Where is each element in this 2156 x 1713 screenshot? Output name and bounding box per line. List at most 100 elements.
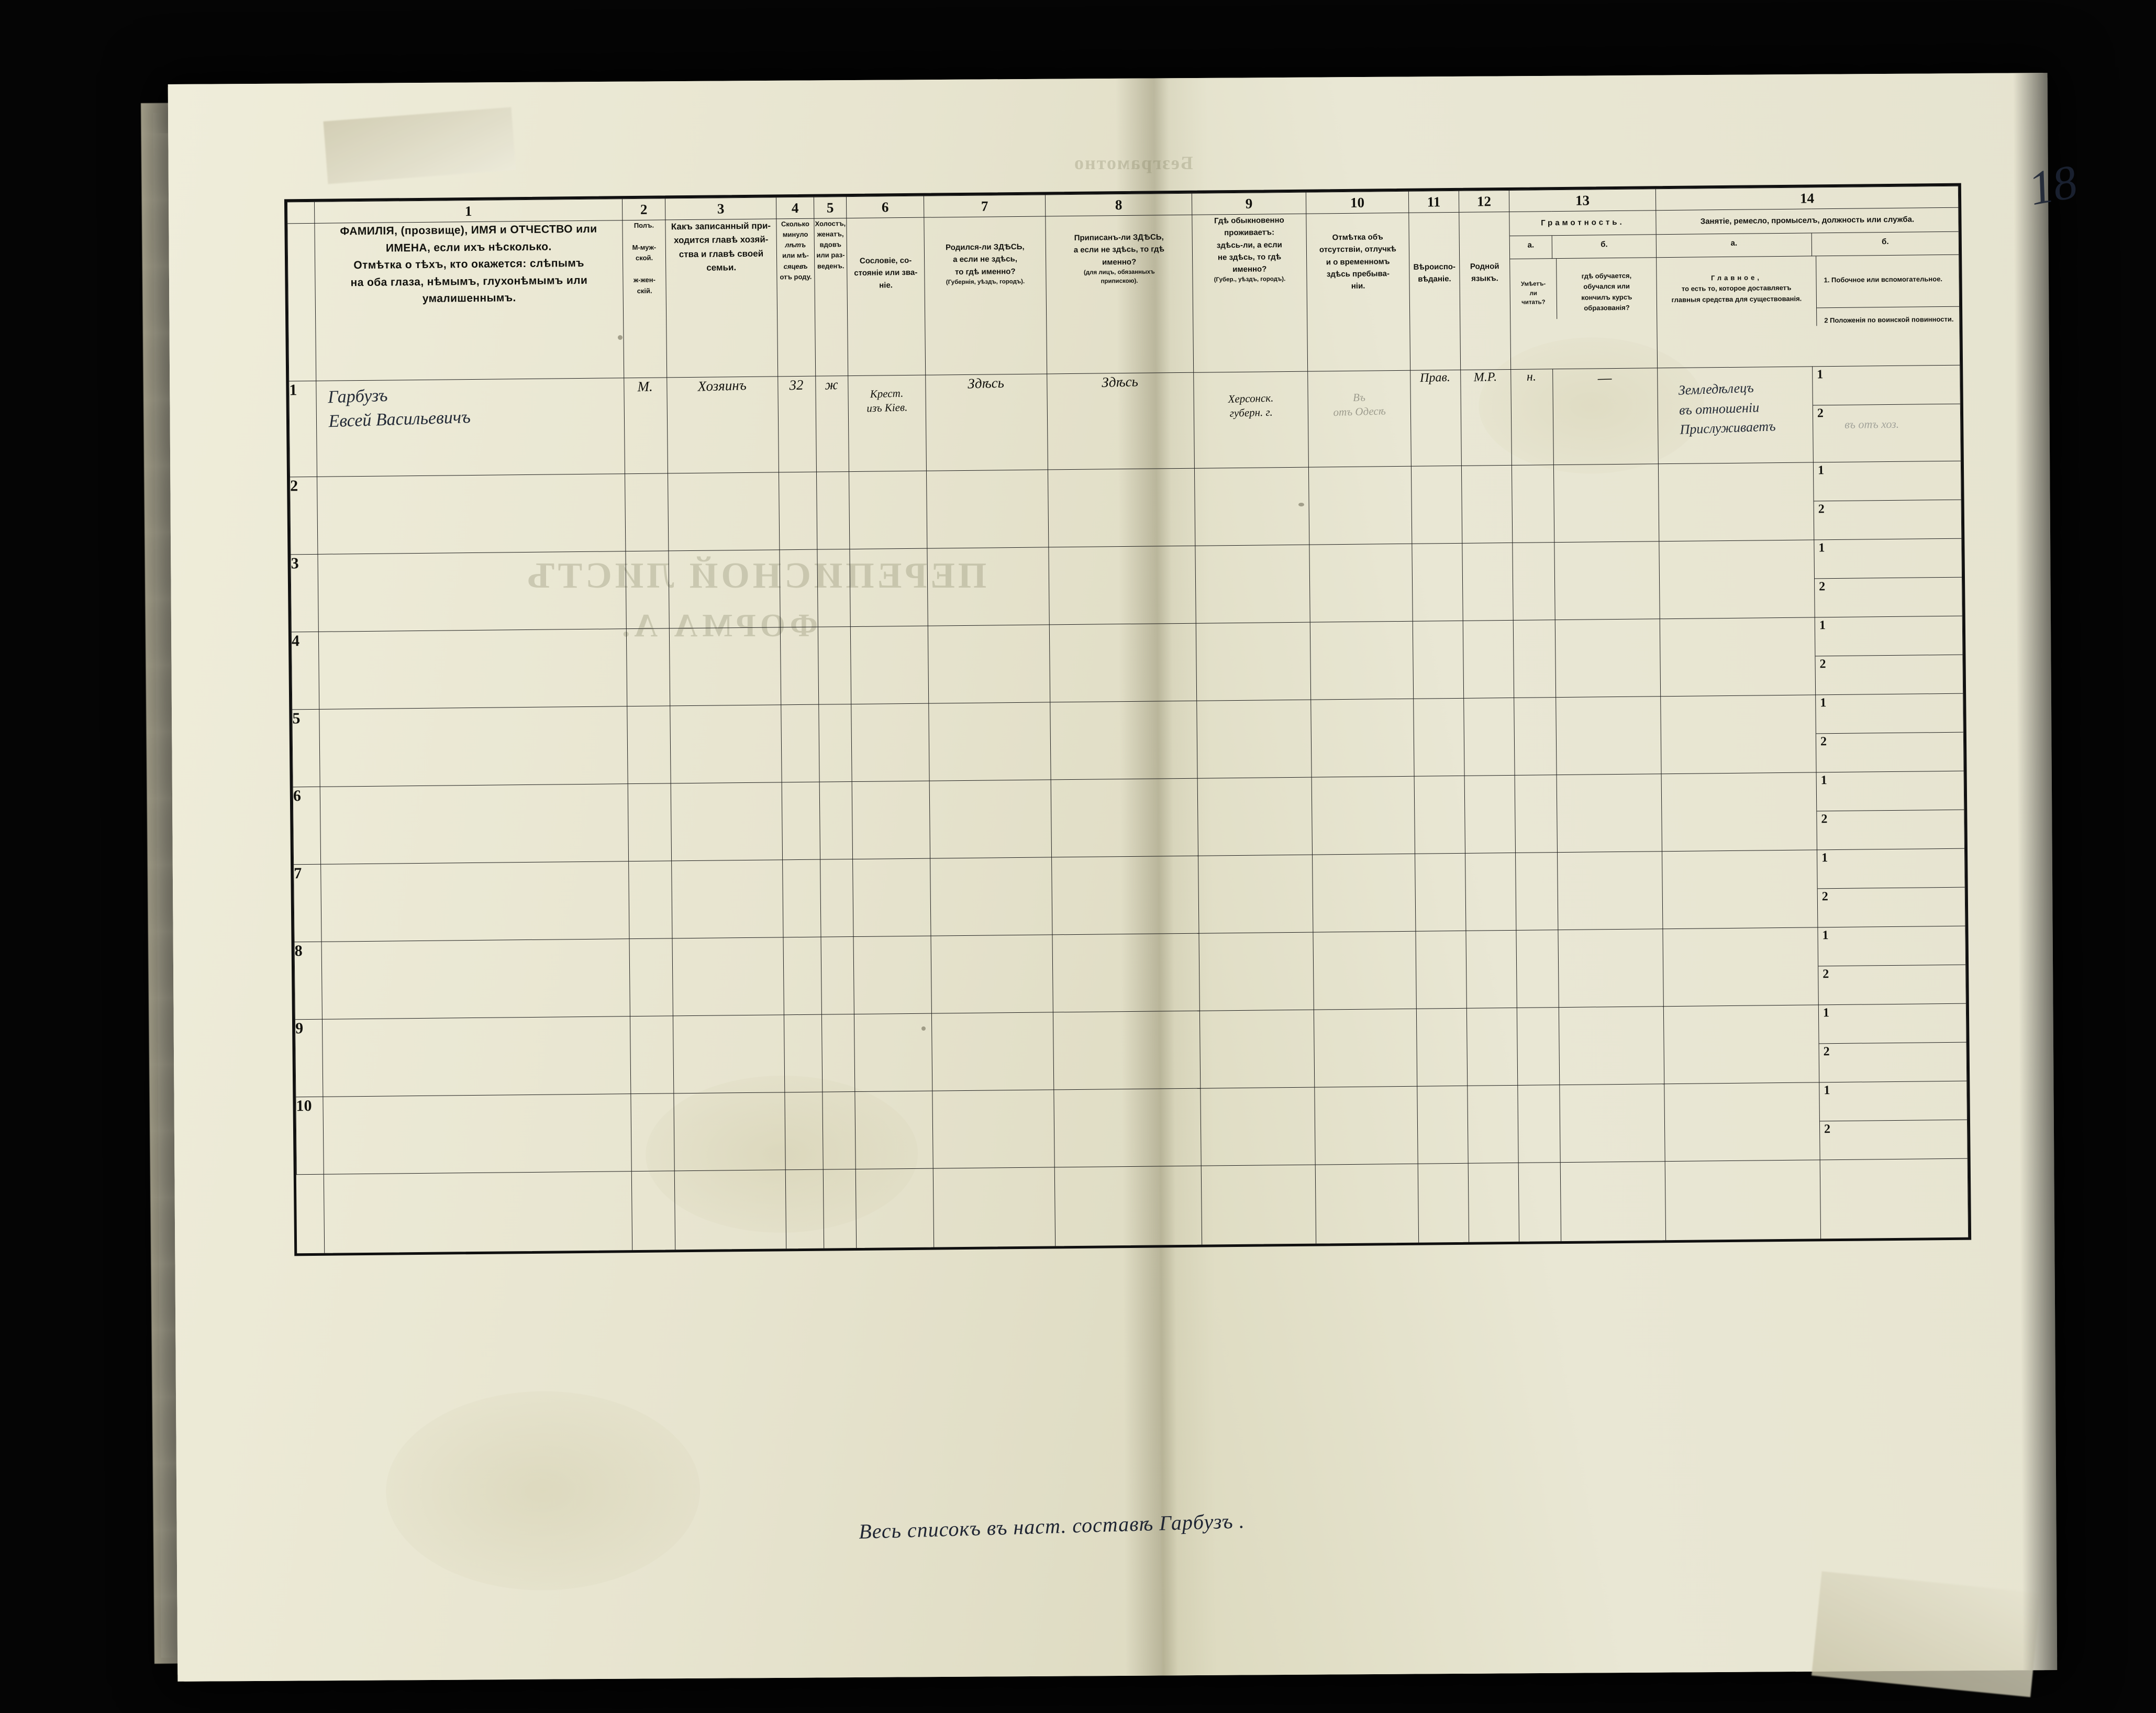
cell-col-9[interactable]: Херсонск. губерн. г. (1193, 370, 1309, 470)
cell-col-13b[interactable] (1557, 851, 1663, 930)
cell-col-14b-sub-2[interactable]: 2 (1820, 1120, 1968, 1160)
cell-col-14a[interactable] (1664, 1082, 1820, 1162)
cell-col-14b[interactable]: 1 2 (1815, 693, 1964, 772)
cell-col-5[interactable] (820, 859, 853, 937)
cell-col-8[interactable] (1053, 1088, 1202, 1167)
cell-col-2[interactable] (630, 1093, 675, 1172)
cell-col-11[interactable] (1415, 853, 1466, 932)
cell-col-12[interactable] (1465, 930, 1517, 1009)
cell-col-2[interactable] (627, 705, 671, 784)
cell-col-9[interactable] (1198, 855, 1313, 934)
cell-col-4[interactable] (779, 472, 817, 550)
cell-col-10[interactable] (1312, 776, 1415, 855)
cell-col-3[interactable] (673, 1014, 785, 1093)
cell-col-3[interactable] (671, 859, 784, 938)
cell-col-5[interactable] (821, 1014, 855, 1092)
cell-col-14b-sub-1[interactable]: 1 (1818, 926, 1966, 967)
cell-col-7[interactable] (927, 547, 1050, 626)
cell-col-11[interactable]: Прав. (1409, 369, 1463, 467)
cell-col-6[interactable] (851, 703, 930, 782)
cell-col-13b[interactable] (1553, 463, 1659, 543)
cell-col-14b[interactable]: 1. Побочное или вспомогательное. 1 2 въ … (1812, 365, 1961, 462)
cell-col-14b-sub-1[interactable]: 1 (1817, 848, 1965, 889)
cell-col-4[interactable] (784, 1092, 824, 1170)
cell-col-5[interactable] (822, 1091, 856, 1170)
cell-col-4[interactable] (782, 859, 821, 937)
cell-col-14a[interactable] (1658, 462, 1814, 541)
cell-col-14b-sub-1[interactable]: 1 (1818, 1003, 1966, 1044)
cell-col-14a[interactable] (1660, 694, 1817, 774)
cell-col-5[interactable] (818, 704, 852, 782)
cell-col-10[interactable]: Въ отъ Одесѣ (1307, 369, 1412, 468)
cell-col-14b[interactable]: 1 2 (1819, 1081, 1968, 1160)
cell-col-12[interactable] (1463, 698, 1515, 776)
cell-col-7[interactable] (930, 857, 1052, 936)
cell-col-9[interactable] (1197, 777, 1313, 856)
cell-col-14b[interactable]: 1 2 (1817, 926, 1966, 1005)
cell-col-14b-sub-1[interactable]: 1 (1819, 1081, 1967, 1122)
cell-col-3[interactable]: Хозяинъ (666, 375, 780, 474)
cell-col-14b-sub-2[interactable]: 2 (1817, 810, 1964, 850)
cell-col-10[interactable] (1309, 544, 1413, 623)
cell-col-3[interactable] (670, 704, 782, 783)
cell-col-1[interactable] (322, 1016, 631, 1097)
cell-col-7[interactable] (929, 779, 1052, 859)
cell-col-12[interactable] (1465, 853, 1516, 931)
cell-col-8[interactable] (1050, 701, 1198, 780)
cell-col-8[interactable] (1051, 778, 1198, 857)
cell-col-13b[interactable] (1559, 1084, 1665, 1163)
cell-col-4[interactable] (780, 627, 819, 705)
cell-col-14b-sub-2[interactable]: 2 (1814, 500, 1962, 540)
cell-col-3[interactable] (668, 549, 781, 628)
cell-col-14a[interactable]: Земледѣлецъ въ отношенiи Прислуживаетъ (1657, 366, 1814, 464)
cell-col-2[interactable] (625, 550, 670, 629)
cell-col-8[interactable] (1053, 1011, 1201, 1090)
cell-col-6[interactable] (854, 1091, 933, 1169)
cell-col-6[interactable] (854, 1013, 932, 1092)
cell-col-7[interactable] (926, 469, 1049, 549)
cell-col-12[interactable] (1467, 1085, 1519, 1164)
cell-col-1[interactable] (318, 628, 627, 710)
cell-col-12[interactable] (1461, 465, 1513, 544)
cell-col-1[interactable] (317, 551, 627, 632)
cell-col-12[interactable] (1462, 543, 1514, 621)
cell-col-2[interactable]: М. (623, 377, 669, 474)
cell-col-3[interactable] (672, 937, 784, 1016)
cell-col-2[interactable] (628, 783, 672, 861)
cell-col-8[interactable] (1048, 468, 1195, 547)
cell-col-5[interactable] (821, 936, 854, 1015)
cell-col-1[interactable] (319, 706, 628, 787)
cell-col-13b[interactable] (1555, 618, 1661, 698)
cell-col-5[interactable] (819, 781, 853, 860)
cell-col-13b[interactable] (1558, 929, 1664, 1008)
cell-col-13a[interactable] (1512, 542, 1555, 621)
cell-col-8[interactable] (1052, 933, 1200, 1012)
cell-col-13a[interactable] (1513, 620, 1556, 698)
cell-col-2[interactable] (625, 473, 669, 551)
cell-col-13a[interactable] (1517, 1007, 1560, 1086)
cell-col-14b-sub-1[interactable]: 1 (1816, 693, 1963, 734)
cell-col-13a[interactable] (1512, 465, 1554, 543)
cell-col-11[interactable] (1411, 466, 1462, 544)
cell-col-6[interactable] (849, 548, 928, 627)
cell-col-12[interactable] (1463, 620, 1514, 699)
cell-col-1[interactable] (323, 1093, 632, 1175)
cell-col-14b[interactable]: 1 2 (1817, 848, 1965, 927)
cell-col-8[interactable] (1051, 856, 1199, 935)
cell-col-13b[interactable] (1555, 696, 1662, 775)
cell-col-4[interactable] (779, 549, 818, 627)
cell-col-14b-sub-2[interactable]: 2 (1816, 733, 1964, 772)
cell-col-7[interactable] (932, 1089, 1055, 1169)
cell-col-10[interactable] (1313, 931, 1417, 1010)
cell-col-14b[interactable]: 1 2 (1816, 771, 1965, 850)
cell-col-14b-sub-1[interactable]: 1 (1816, 771, 1964, 812)
cell-col-2[interactable] (630, 1015, 674, 1094)
cell-col-1[interactable] (317, 473, 626, 555)
cell-col-14b-sub-2[interactable]: 2 въ отъ хоз. (1813, 404, 1961, 444)
cell-col-6[interactable]: Крест. изъ Кіев. (847, 374, 928, 472)
cell-col-11[interactable] (1416, 1008, 1468, 1087)
cell-col-9[interactable] (1196, 622, 1311, 701)
cell-col-12[interactable]: М.Р. (1460, 369, 1513, 467)
cell-col-9[interactable] (1196, 700, 1312, 779)
cell-col-7[interactable] (928, 702, 1051, 781)
